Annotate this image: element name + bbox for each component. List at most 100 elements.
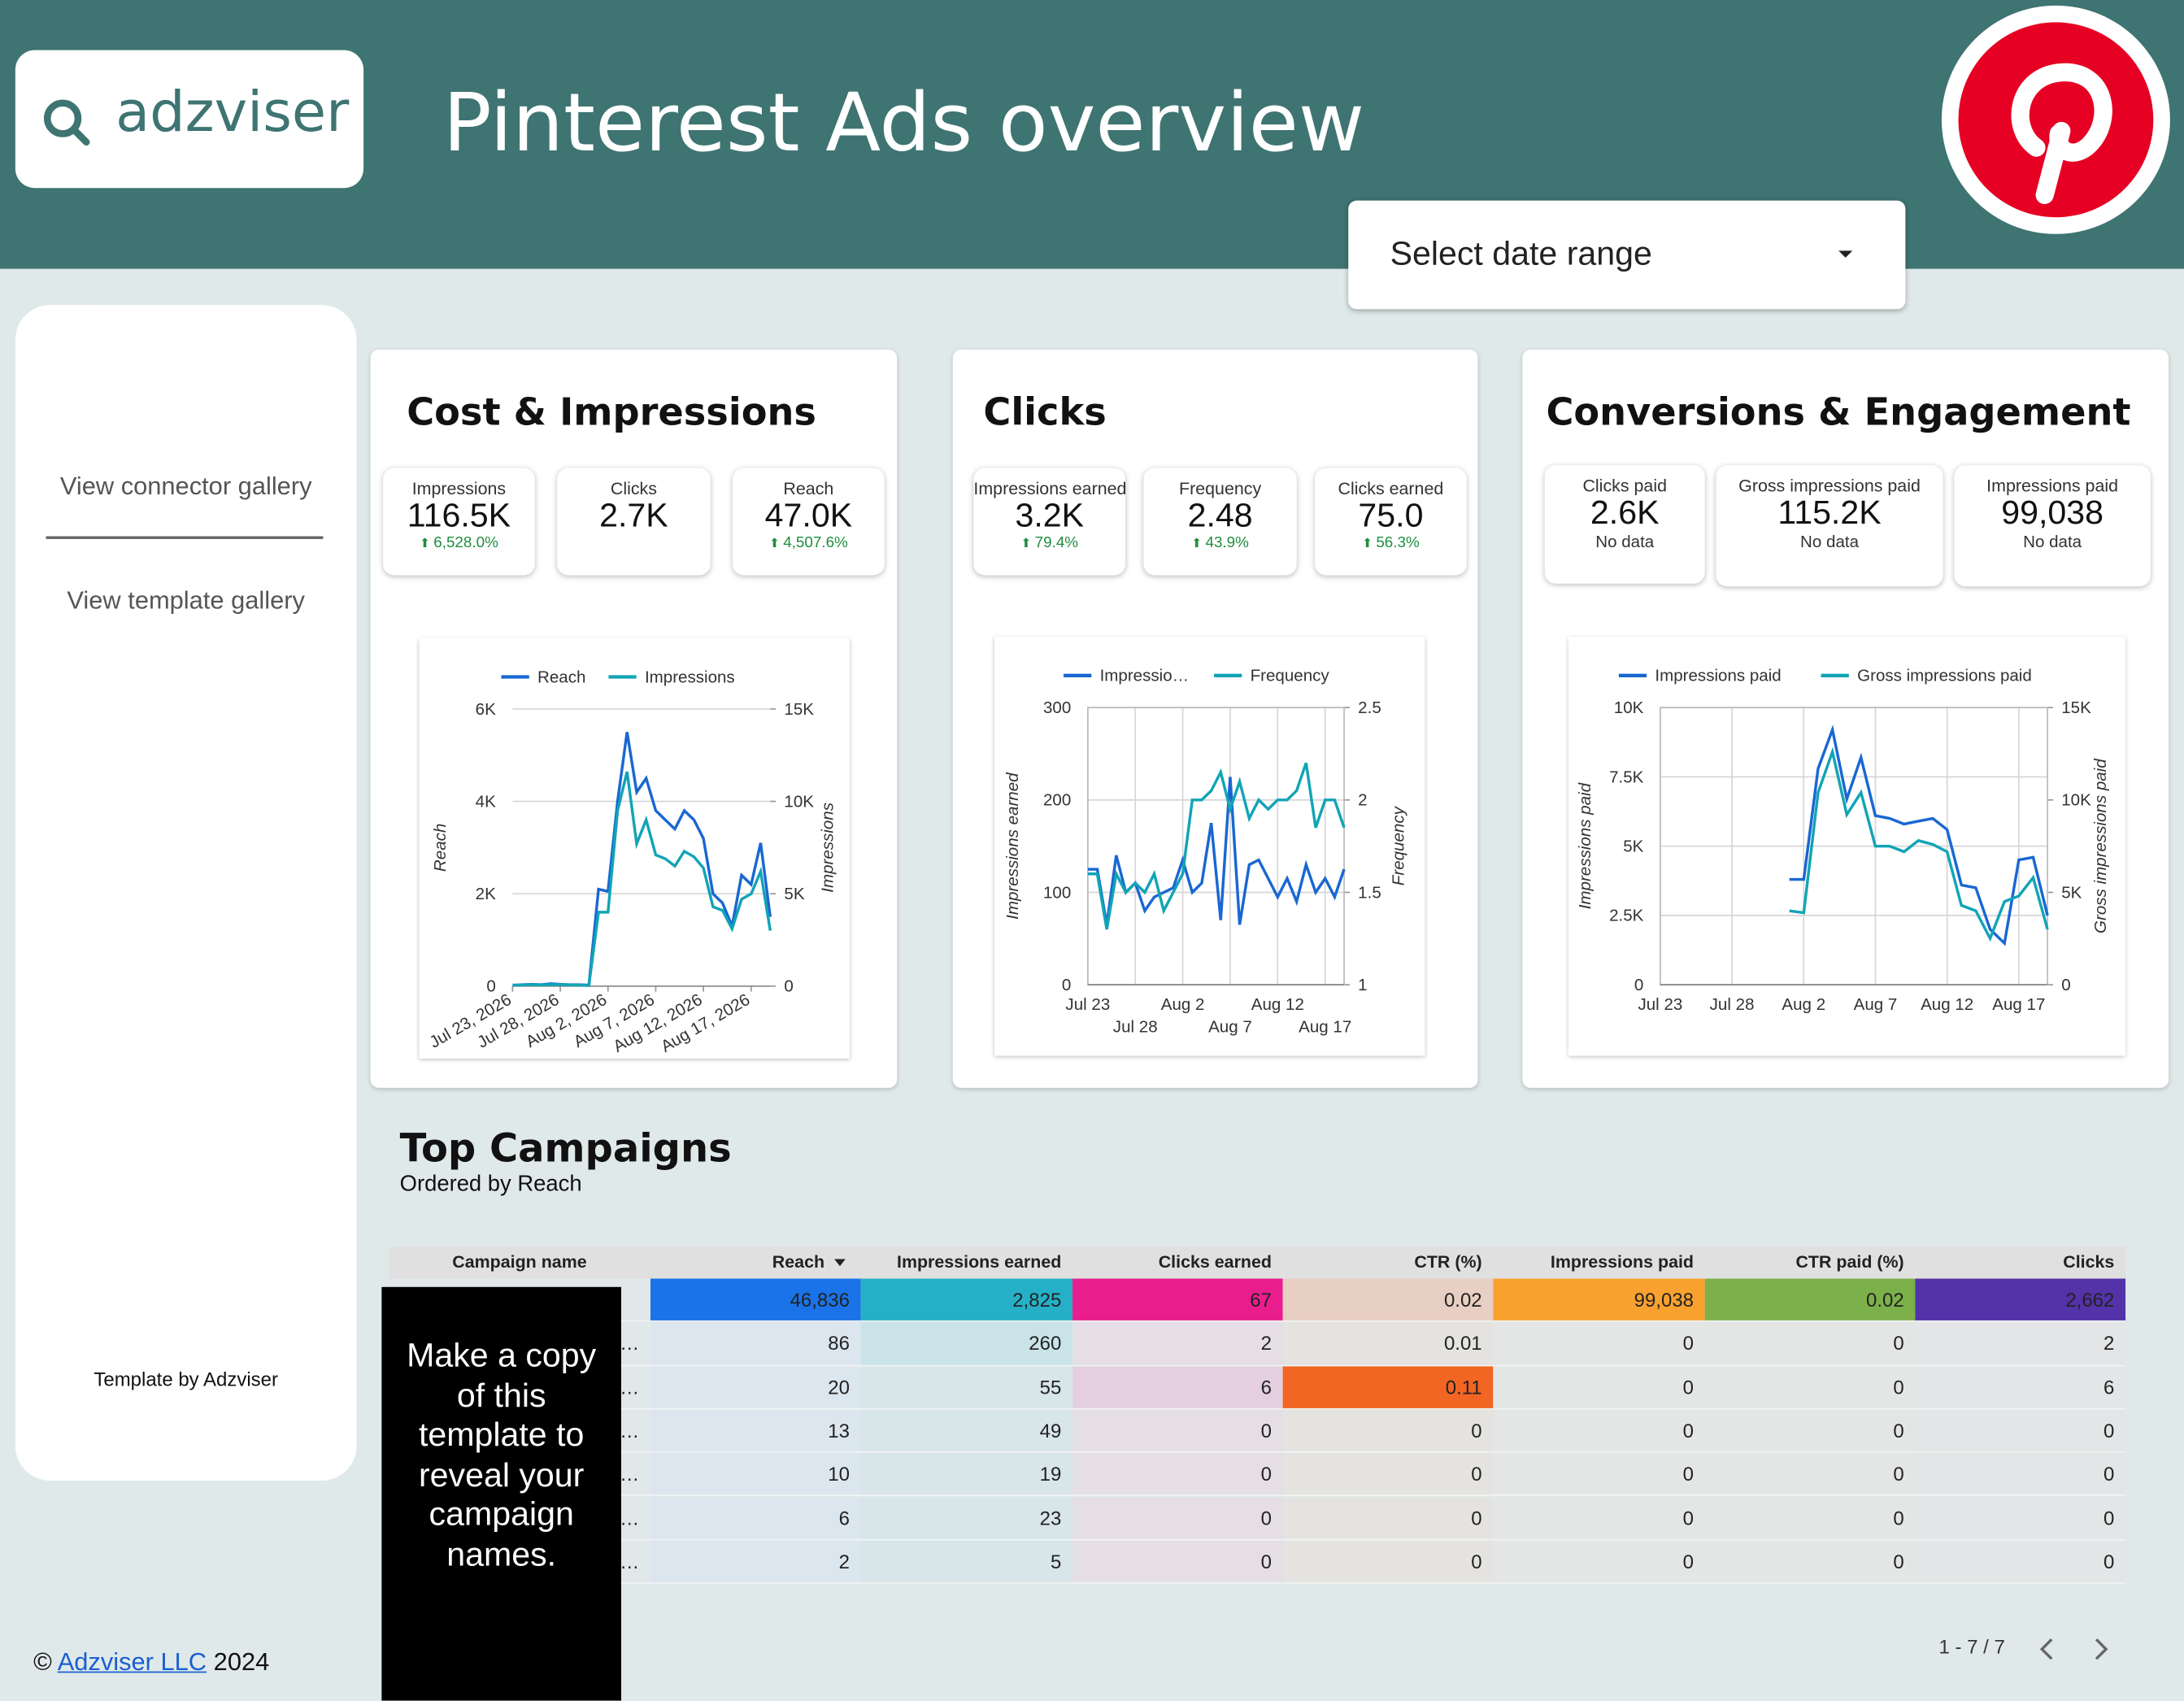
table-cell: 260 <box>860 1322 1073 1366</box>
chart-box <box>419 637 850 1059</box>
footer-year: 2024 <box>213 1647 270 1676</box>
cell-text: 86 <box>828 1332 850 1355</box>
table-cell: 0 <box>1072 1540 1283 1584</box>
x-tick-label: Aug 2 <box>1782 995 1825 1014</box>
cell-text: 13 <box>828 1419 850 1442</box>
table-cell: 2 <box>1915 1322 2126 1366</box>
sidebar-link[interactable]: View connector gallery <box>59 472 312 500</box>
column-header[interactable]: Impressions earned <box>860 1246 1073 1279</box>
table-cell: 0 <box>1704 1322 1916 1366</box>
y2-tick-label: 15K <box>784 700 814 719</box>
cell-text: 0.01 <box>1443 1332 1482 1355</box>
legend-label: Impressio… <box>1100 667 1190 685</box>
cell-text: 0 <box>1260 1419 1272 1442</box>
table-cell: 0 <box>1282 1496 1494 1541</box>
table-cell: 0 <box>1704 1409 1916 1453</box>
x-tick-label: Jul 28 <box>1710 995 1755 1014</box>
y2-axis-label: Gross impressions paid <box>2091 759 2110 933</box>
table-cell: 6 <box>1072 1365 1283 1410</box>
table-cell: 5 <box>860 1540 1073 1584</box>
table-cell: 0 <box>1915 1540 2126 1584</box>
table-cell: 67 <box>1072 1278 1283 1323</box>
column-header[interactable]: Reach <box>650 1246 861 1279</box>
table-cell: 0.01 <box>1282 1322 1494 1366</box>
kpi-label: Clicks paid <box>1582 476 1667 496</box>
y-tick-label: 100 <box>1043 883 1071 902</box>
cell-text: 0 <box>1893 1462 1904 1486</box>
cell-text: 0 <box>1471 1506 1482 1529</box>
x-tick-label: Jul 23 <box>1638 995 1682 1014</box>
kpi-value: 115.2K <box>1777 494 1882 533</box>
y-tick-label: 5K <box>1623 837 1643 856</box>
cell-text: 0 <box>1260 1550 1272 1573</box>
table-cell: 0.11 <box>1282 1365 1494 1410</box>
y2-tick-label: 2 <box>1358 791 1367 810</box>
cell-text: 0.02 <box>1443 1288 1482 1311</box>
dropdown-arrow <box>1838 250 1853 258</box>
footer-link[interactable]: Adzviser LLC <box>57 1647 207 1676</box>
legend-label: Gross impressions paid <box>1857 667 2032 685</box>
cell-text: 0 <box>2103 1462 2115 1486</box>
table-cell: 0 <box>1493 1496 1705 1541</box>
table-cell: 0 <box>1493 1365 1705 1410</box>
table-cell: 0 <box>1493 1409 1705 1453</box>
cell-text: 6 <box>838 1506 850 1529</box>
table-cell: 6 <box>650 1496 861 1541</box>
y2-tick-label: 1.5 <box>1358 883 1381 902</box>
kpi-card: Gross impressions paid 115.2K No data <box>1716 465 1943 587</box>
cell-text: 260 <box>1029 1332 1062 1355</box>
table-cell: 10 <box>650 1452 861 1497</box>
kpi-note: No data <box>1800 532 1860 552</box>
y-tick-label: 200 <box>1043 791 1071 810</box>
cell-text: 5 <box>1050 1550 1062 1573</box>
kpi-value: 116.5K <box>407 497 511 535</box>
date-range-select[interactable]: Select date range <box>1348 200 1906 310</box>
page-title: Pinterest Ads overview <box>442 75 1365 170</box>
y-tick-label: 2K <box>476 885 496 903</box>
kpi-card: Impressions paid 99,038 No data <box>1954 465 2151 587</box>
cell-text: 0 <box>2103 1419 2115 1442</box>
column-header[interactable]: CTR (%) <box>1282 1246 1494 1279</box>
logo-box[interactable]: adzviser <box>15 50 364 189</box>
y-tick-label: 0 <box>1634 976 1643 994</box>
column-header[interactable]: Clicks <box>1915 1246 2126 1279</box>
sidebar-link[interactable]: View template gallery <box>67 586 305 615</box>
y-tick-label: 0 <box>1062 976 1071 994</box>
column-header[interactable]: CTR paid (%) <box>1704 1246 1916 1279</box>
kpi-change: 56.3% <box>1315 535 1467 552</box>
table-cell: 0.02 <box>1704 1278 1916 1323</box>
y-tick-label: 4K <box>476 792 496 811</box>
cell-text: 2,825 <box>1012 1288 1062 1311</box>
kpi-label: Impressions paid <box>1986 476 2119 496</box>
cell-text: … <box>620 1506 640 1529</box>
table-cell: 2 <box>650 1540 861 1584</box>
column-header[interactable]: Clicks earned <box>1072 1246 1283 1279</box>
table-cell: 55 <box>860 1365 1073 1410</box>
kpi-value: 75.0 <box>1358 497 1424 535</box>
table-cell: 2 <box>1072 1322 1283 1366</box>
y2-tick-label: 15K <box>2061 698 2091 717</box>
pager-arrows[interactable] <box>2034 1635 2117 1663</box>
y2-tick-label: 0 <box>784 977 793 996</box>
legend-label: Impressions paid <box>1655 667 1781 685</box>
card-title: Clicks <box>983 391 1107 435</box>
cell-text: … <box>620 1550 640 1573</box>
sort-arrow <box>834 1259 846 1267</box>
kpi-change: 4,507.6% <box>733 535 885 552</box>
kpi-value: 3.2K <box>1015 497 1085 535</box>
card-title: Cost & Impressions <box>407 391 816 435</box>
column-header[interactable]: Campaign name <box>388 1246 650 1279</box>
pinterest-logo <box>1941 5 2170 234</box>
series-line <box>512 732 772 987</box>
x-tick-label: Aug 2 <box>1161 995 1205 1014</box>
column-header[interactable]: Impressions paid <box>1493 1246 1705 1279</box>
kpi-label: Clicks earned <box>1338 479 1444 499</box>
table-cell: 0 <box>1915 1452 2126 1497</box>
y2-tick-label: 0 <box>2061 976 2070 994</box>
table-cell: 49 <box>860 1409 1073 1453</box>
